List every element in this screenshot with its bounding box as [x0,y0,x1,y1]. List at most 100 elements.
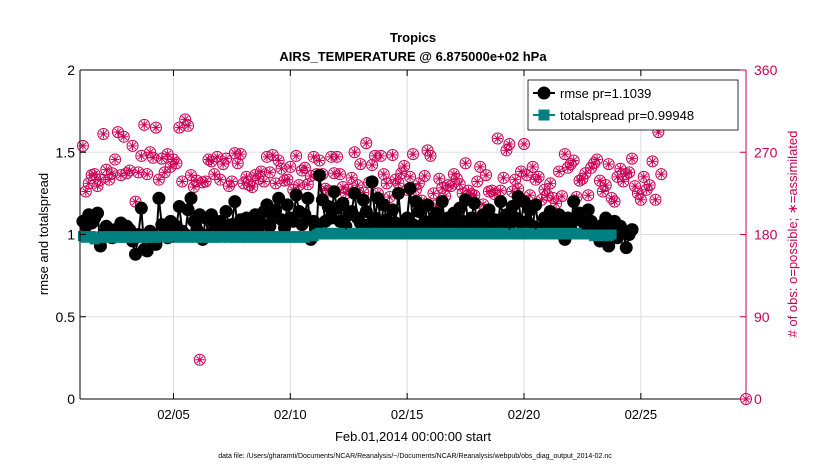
obs-assimilated-marker [198,177,208,187]
obs-point [564,158,577,171]
obs-point [509,173,522,186]
obs-assimilated-marker [595,176,605,186]
obs-assimilated-marker [236,149,246,159]
obs-point [91,180,104,193]
obs-assimilated-marker [90,169,100,179]
left-y-tick-label: 1 [67,227,75,243]
obs-possible-marker [199,175,212,188]
obs-assimilated-marker [580,168,590,178]
obs-point [214,173,227,186]
obs-point [561,161,574,174]
obs-assimilated-marker [256,166,266,176]
obs-point [138,118,151,131]
obs-possible-marker [281,173,294,186]
rmse-point [391,186,405,200]
obs-assimilated-marker [434,174,444,184]
obs-possible-marker [179,113,192,126]
obs-assimilated-marker [136,151,146,161]
obs-assimilated-marker [426,151,436,161]
obs-point [193,353,206,366]
obs-point [243,179,256,192]
obs-assimilated-marker [157,154,167,164]
obs-assimilated-marker [174,123,184,133]
obs-point [459,157,472,170]
obs-assimilated-marker [279,176,289,186]
obs-point [623,166,636,179]
obs-possible-marker [591,153,604,166]
obs-possible-marker [331,150,344,163]
obs-point [605,191,618,204]
obs-possible-marker [182,119,195,132]
obs-point [567,154,580,167]
obs-possible-marker [290,149,303,162]
obs-assimilated-marker [607,193,617,203]
obs-assimilated-marker [554,166,564,176]
right-y-tick-label: 360 [754,62,778,78]
rmse-point [619,241,633,255]
rmse-point [280,198,294,212]
obs-possible-marker [345,171,358,184]
obs-point [503,138,516,151]
obs-assimilated-marker [113,127,123,137]
obs-point [500,144,513,157]
rmse-point [529,198,543,212]
obs-possible-marker [284,160,297,173]
obs-possible-marker [246,180,259,193]
obs-assimilated-marker [78,141,88,151]
obs-assimilated-marker [534,172,544,182]
obs-assimilated-marker [493,134,503,144]
obs-point [518,138,530,151]
obs-assimilated-marker [539,185,549,195]
obs-point [281,173,294,186]
obs-assimilated-marker [338,182,348,192]
obs-point [94,173,107,186]
obs-possible-marker [109,153,122,166]
obs-possible-marker [386,148,399,161]
obs-possible-marker [582,189,595,202]
obs-assimilated-marker [393,178,403,188]
obs-point [360,137,373,150]
obs-assimilated-marker [189,182,199,192]
obs-possible-marker [313,154,326,167]
obs-possible-marker [398,159,411,172]
obs-assimilated-marker [376,151,386,161]
obs-possible-marker [380,177,393,190]
obs-assimilated-marker [282,175,292,185]
obs-assimilated-marker [437,183,447,193]
obs-assimilated-marker [81,187,91,197]
obs-possible-marker [555,190,568,203]
obs-assimilated-marker [528,162,538,172]
obs-assimilated-marker [119,132,129,142]
obs-assimilated-marker [481,170,491,180]
obs-assimilated-marker [192,176,202,186]
obs-point [453,178,466,191]
obs-assimilated-marker [627,154,637,164]
obs-assimilated-marker [385,192,395,202]
obs-assimilated-marker [186,170,196,180]
chart-subtitle: AIRS_TEMPERATURE @ 6.875000e+02 hPa [279,49,547,64]
obs-point [553,165,566,178]
obs-assimilated-marker [598,187,608,197]
obs-point [591,153,604,166]
obs-point [76,139,89,152]
obs-possible-marker [395,167,408,180]
obs-possible-marker [433,172,446,185]
obs-assimilated-marker [563,163,573,173]
obs-possible-marker [243,179,256,192]
rmse-point [482,203,496,217]
obs-assimilated-marker [618,176,628,186]
obs-assimilated-marker [344,185,354,195]
obs-possible-marker [348,146,361,159]
obs-possible-marker [649,193,662,206]
obs-possible-marker [126,139,139,152]
obs-assimilated-marker [201,176,211,186]
obs-assimilated-marker [557,191,567,201]
obs-assimilated-marker [428,188,438,198]
rmse-point [134,201,148,215]
obs-point [109,153,122,166]
x-axis-label: Feb.01,2014 00:00:00 start [335,429,492,444]
obs-point [117,130,130,143]
obs-point [602,158,615,171]
obs-possible-marker [500,144,513,157]
obs-assimilated-marker [496,186,506,196]
